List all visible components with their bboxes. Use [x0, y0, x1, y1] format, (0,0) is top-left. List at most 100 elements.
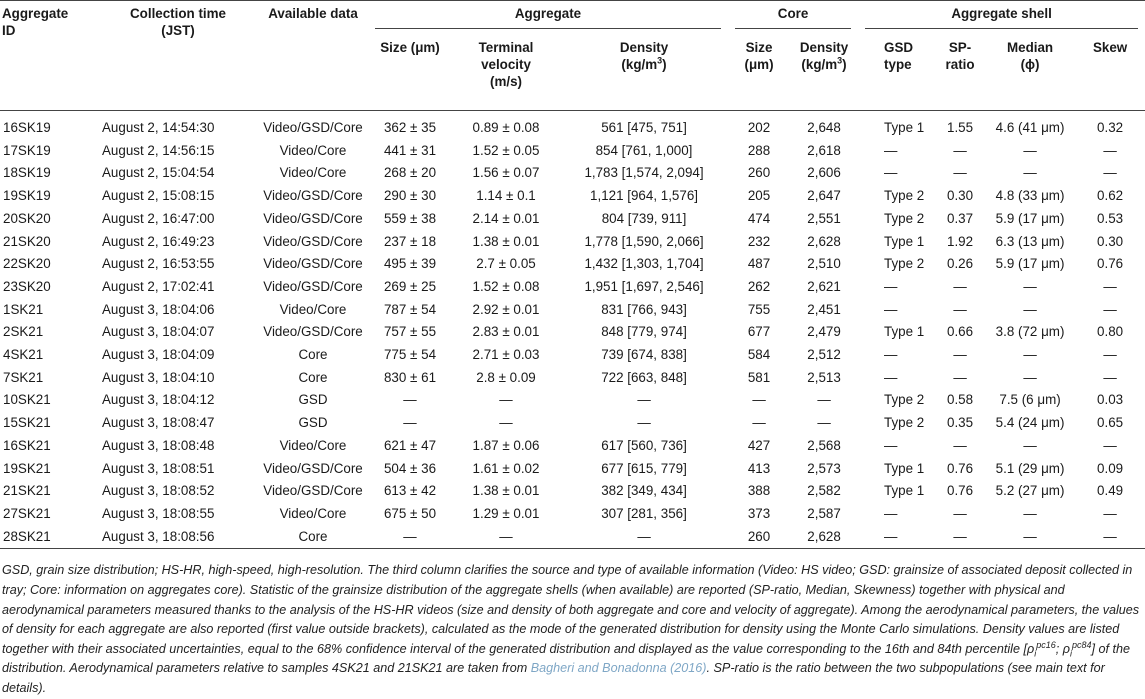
- table-cell: 23SK20: [3, 278, 51, 294]
- table-cell: 1,783 [1,574, 2,094]: [584, 165, 704, 181]
- table-cell: Type 1: [884, 460, 925, 476]
- table-cell: —: [953, 165, 967, 181]
- table-cell: —: [1023, 437, 1037, 453]
- table-row: 21SK21 August 3, 18:08:52 Video/GSD/Core 61…: [0, 480, 1145, 503]
- table-row: 1SK21 August 3, 18:04:06 Video/Core 787 ± 5…: [0, 299, 1145, 322]
- subscript: i: [1069, 648, 1072, 659]
- table-cell: —: [1103, 505, 1117, 521]
- header-sup: 3: [837, 55, 843, 66]
- table-cell: Type 1: [884, 483, 925, 499]
- table-cell: 581: [747, 369, 771, 385]
- column-header: Skew: [1075, 34, 1145, 111]
- table-cell: Type 1: [884, 324, 925, 340]
- table-cell: 3.8 (72 μm): [995, 324, 1065, 340]
- table-cell: 0.58: [947, 392, 974, 408]
- table-row: 28SK21 August 3, 18:08:56 Core — — —260 2,628—…: [0, 525, 1145, 550]
- table-cell: 2,573: [807, 460, 841, 476]
- table-row: 16SK19 August 2, 14:54:30 Video/GSD/Core 36…: [0, 111, 1145, 140]
- table-cell: 584: [747, 347, 771, 363]
- table-cell: 755: [747, 301, 771, 317]
- table-cell: —: [1023, 505, 1037, 521]
- table-cell: 0.37: [947, 210, 974, 226]
- table-cell: —: [1103, 165, 1117, 181]
- table-cell: 722 [663, 848]: [601, 369, 687, 385]
- table-cell: 21SK20: [3, 233, 51, 249]
- table-cell: 675 ± 50: [383, 505, 437, 521]
- table-cell: 262: [747, 278, 771, 294]
- table-cell: 205: [747, 188, 771, 204]
- table-cell: —: [953, 437, 967, 453]
- table-cell: 848 [779, 974]: [601, 324, 687, 340]
- table-cell: August 2, 16:49:23: [102, 233, 215, 249]
- table-cell: 1.29 ± 0.01: [472, 505, 540, 521]
- table-cell: —: [817, 392, 831, 408]
- table-cell: 2,551: [807, 210, 841, 226]
- table-cell: 413: [747, 460, 771, 476]
- table-cell: —: [884, 165, 898, 181]
- group-header: Aggregate: [368, 0, 729, 35]
- table-cell: Core: [298, 347, 328, 363]
- table-cell: 10SK21: [3, 392, 51, 408]
- table-cell: August 3, 18:08:48: [102, 437, 215, 453]
- table-row: 4SK21 August 3, 18:04:09 Core 775 ± 54 2.71 …: [0, 344, 1145, 367]
- table-cell: 19SK19: [3, 188, 51, 204]
- table-cell: —: [1103, 437, 1117, 453]
- table-cell: 0.89 ± 0.08: [472, 120, 540, 135]
- table-cell: —: [1103, 301, 1117, 317]
- citation-link[interactable]: Bagheri and Bonadonna (2016): [530, 661, 707, 676]
- table-cell: 28SK21: [0, 525, 98, 550]
- table-cell: —: [884, 278, 898, 294]
- header-text: Aggregate ID: [2, 6, 69, 38]
- table-cell: 27SK21: [3, 505, 51, 521]
- table-cell: 260: [747, 165, 771, 181]
- table-cell: 1.61 ± 0.02: [472, 460, 540, 476]
- table-cell: 2.7 ± 0.05: [476, 256, 536, 272]
- table-cell: 2,587: [807, 505, 841, 521]
- table-cell: Video/GSD/Core: [263, 233, 363, 249]
- table-cell: —: [1075, 525, 1145, 550]
- table-cell: 382 [349, 434]: [601, 483, 687, 499]
- column-header: Available data: [258, 0, 368, 111]
- table-cell: Video/GSD/Core: [263, 188, 363, 204]
- superscript: pc16: [1036, 639, 1056, 650]
- table-cell: August 3, 18:08:47: [102, 415, 215, 431]
- table-cell: 0.32: [1097, 120, 1124, 135]
- table-row: 2SK21 August 3, 18:04:07 Video/GSD/Core 757…: [0, 321, 1145, 344]
- table-cell: 15SK21: [3, 415, 51, 431]
- table-cell: —: [1023, 301, 1037, 317]
- footnote-text: GSD, grain size distribution; HS-HR, hig…: [2, 563, 1140, 656]
- table-cell: 16SK19: [3, 120, 51, 135]
- table-row: 7SK21 August 3, 18:04:10 Core 830 ± 61 2.8 ±…: [0, 367, 1145, 390]
- table-cell: 16SK21: [3, 437, 51, 453]
- table-cell: 6.3 (13 μm): [995, 233, 1065, 249]
- table-cell: 1.52 ± 0.08: [472, 278, 540, 294]
- table-cell: 0.76: [947, 483, 974, 499]
- table-cell: —: [637, 415, 651, 431]
- table-cell: —: [403, 392, 417, 408]
- table-cell: —: [953, 278, 967, 294]
- table-cell: 268 ± 20: [383, 165, 437, 181]
- table-cell: 1,951 [1,697, 2,546]: [584, 278, 704, 294]
- table-cell: 1.92: [947, 233, 974, 249]
- table-cell: 4SK21: [3, 347, 44, 363]
- table-cell: 1.56 ± 0.07: [472, 165, 540, 181]
- table-cell: —: [752, 392, 766, 408]
- table-cell: August 2, 15:04:54: [102, 165, 215, 181]
- table-cell: —: [560, 525, 729, 550]
- table-cell: —: [1023, 278, 1037, 294]
- table-cell: Video/Core: [279, 301, 347, 317]
- column-header: Size (μm): [728, 34, 791, 111]
- column-header: Terminal velocity (m/s): [452, 34, 560, 111]
- table-cell: —: [884, 142, 898, 158]
- table-row: 18SK19 August 2, 15:04:54 Video/Core 268 ± …: [0, 162, 1145, 185]
- table-cell: 2,628: [807, 233, 841, 249]
- table-cell: 487: [747, 256, 771, 272]
- table-cell: 2,451: [807, 301, 841, 317]
- table-cell: 1.38 ± 0.01: [472, 483, 540, 499]
- table-cell: 5.2 (27 μm): [995, 483, 1065, 499]
- table-cell: Video/Core: [279, 165, 347, 181]
- table-cell: 5.1 (29 μm): [995, 460, 1065, 476]
- table-cell: August 2, 14:56:15: [102, 142, 215, 158]
- table-cell: GSD: [298, 415, 328, 431]
